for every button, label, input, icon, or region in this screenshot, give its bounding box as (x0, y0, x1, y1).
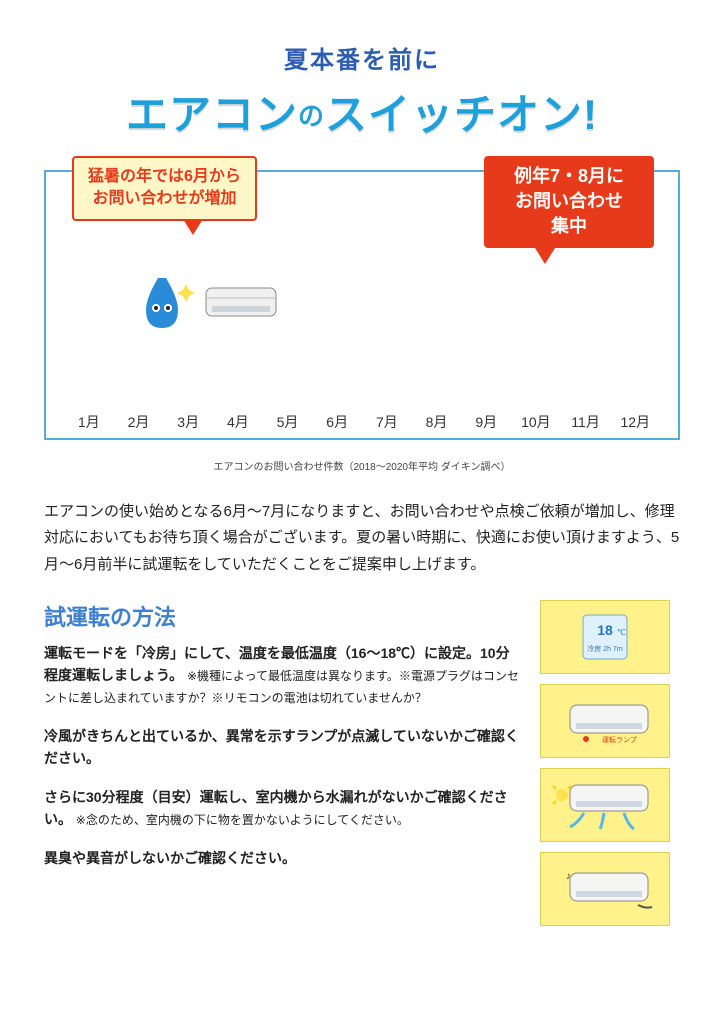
step2-bold: 冷風がきちんと出ているか、異常を示すランプが点滅していないかご確認ください。 (44, 728, 519, 767)
svg-text:18: 18 (597, 622, 613, 638)
x-label: 5月 (263, 412, 313, 432)
x-label: 9月 (461, 412, 511, 432)
x-label: 7月 (362, 412, 412, 432)
bubble-red-line2: お問い合わせ (515, 191, 623, 211)
thumb-lamp: 運転ランプ (540, 684, 670, 758)
title-no: の (298, 101, 325, 131)
x-label: 3月 (163, 412, 213, 432)
lower-section: 試運転の方法 運転モードを「冷房」にして、温度を最低温度（16～18℃）に設定。… (44, 600, 680, 926)
chart-caption: エアコンのお問い合わせ件数（2018～2020年平均 ダイキン調べ） (44, 458, 680, 473)
bubble-red-line1: 例年7・8月に (514, 166, 624, 186)
svg-text:運転ランプ: 運転ランプ (602, 735, 637, 744)
title-part2: スイッチオン! (325, 91, 598, 138)
section-title: 試運転の方法 (44, 600, 522, 632)
x-label: 8月 (412, 412, 462, 432)
title-part1: エアコン (126, 91, 298, 138)
main-title: エアコンのスイッチオン! (44, 81, 680, 142)
instructions-column: 試運転の方法 運転モードを「冷房」にして、温度を最低温度（16～18℃）に設定。… (44, 600, 522, 926)
inquiry-bar-chart: 猛暑の年では6月から お問い合わせが増加 例年7・8月に お問い合わせ 集中 (44, 170, 680, 440)
intro-paragraph: エアコンの使い始めとなる6月～7月になりますと、お問い合わせや点検ご依頼が増加し… (44, 499, 680, 578)
bubble-yellow-line2: お問い合わせが増加 (92, 190, 236, 207)
bubble-peak-months: 例年7・8月に お問い合わせ 集中 (484, 156, 654, 248)
pre-title: 夏本番を前に (44, 40, 680, 75)
svg-text:冷房 2h 7m: 冷房 2h 7m (587, 644, 623, 653)
x-label: 2月 (114, 412, 164, 432)
page: 夏本番を前に エアコンのスイッチオン! 猛暑の年では6月から お問い合わせが増加… (0, 0, 724, 946)
x-label: 10月 (511, 412, 561, 432)
step-1: 運転モードを「冷房」にして、温度を最低温度（16～18℃）に設定。10分程度運転… (44, 642, 522, 709)
step-4: 異臭や異音がしないかご確認ください。 (44, 847, 522, 870)
x-label: 6月 (312, 412, 362, 432)
step-2: 冷風がきちんと出ているか、異常を示すランプが点滅していないかご確認ください。 (44, 725, 522, 770)
x-label: 12月 (610, 412, 660, 432)
bubble-hot-year: 猛暑の年では6月から お問い合わせが増加 (72, 156, 257, 221)
bubble-yellow-line1: 猛暑の年では6月から (88, 168, 241, 185)
step4-bold: 異臭や異音がしないかご確認ください。 (44, 850, 296, 866)
mascot-icon (136, 270, 286, 345)
thumb-airflow (540, 768, 670, 842)
x-axis-labels: 1月2月3月4月5月6月7月8月9月10月11月12月 (64, 412, 660, 432)
thumbnails-column: 18 ℃ 冷房 2h 7m 運転ランプ ♪ (540, 600, 680, 926)
svg-text:♪: ♪ (566, 871, 571, 882)
x-label: 11月 (561, 412, 611, 432)
svg-text:℃: ℃ (617, 628, 626, 637)
x-label: 1月 (64, 412, 114, 432)
thumb-remote: 18 ℃ 冷房 2h 7m (540, 600, 670, 674)
thumb-sound: ♪ (540, 852, 670, 926)
bubble-red-line3: 集中 (551, 216, 587, 236)
step-3: さらに30分程度（目安）運転し、室内機から水漏れがないかご確認ください。 ※念の… (44, 786, 522, 831)
step3-note: ※念のため、室内機の下に物を置かないようにしてください。 (76, 813, 409, 827)
x-label: 4月 (213, 412, 263, 432)
